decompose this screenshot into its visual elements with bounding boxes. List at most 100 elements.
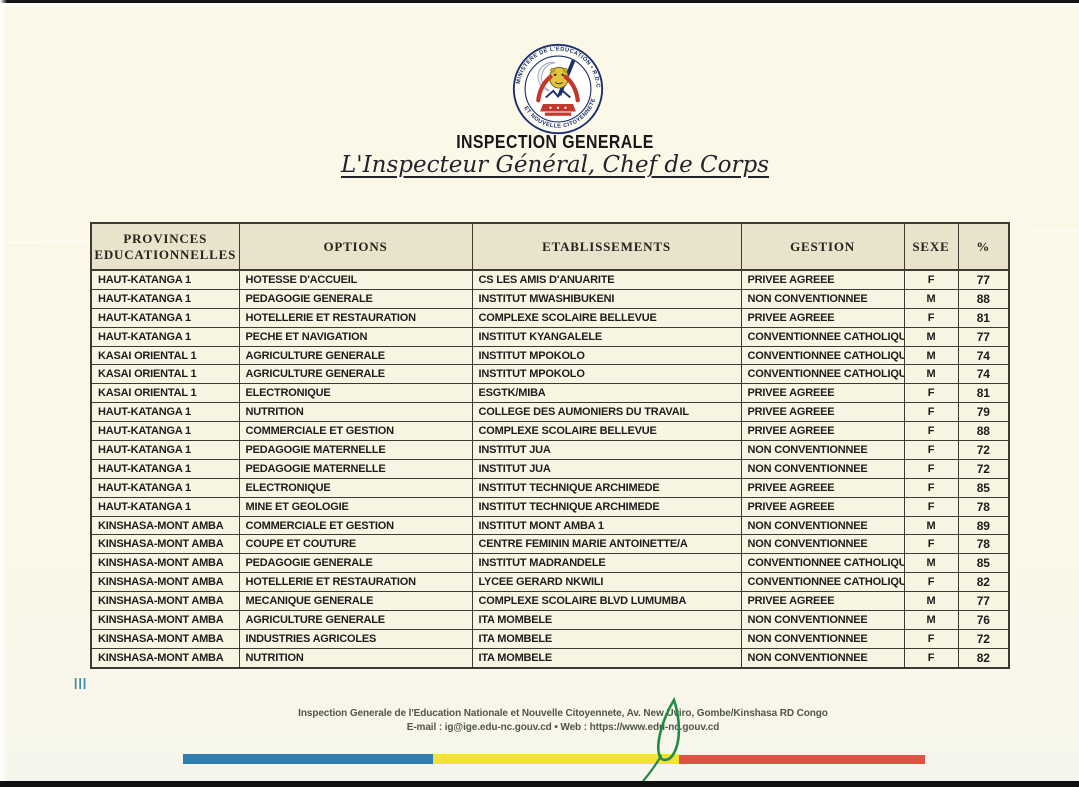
results-table: PROVINCES EDUCATIONNELLES OPTIONS ETABLI… bbox=[90, 222, 1010, 669]
cell-option: HOTELLERIE ET RESTAURATION bbox=[238, 307, 473, 328]
cell-option: PEDAGOGIE MATERNELLE bbox=[238, 440, 473, 460]
cell-gestion: PRIVEE AGREEE bbox=[740, 591, 905, 612]
cell-etablissement: COMPLEXE SCOLAIRE BELLEVUE bbox=[471, 421, 742, 442]
table-row: KINSHASA-MONT AMBA INDUSTRIES AGRICOLES … bbox=[90, 628, 1010, 649]
table-row: KINSHASA-MONT AMBA HOTELLERIE ET RESTAUR… bbox=[90, 572, 1010, 593]
cell-gestion: NON CONVENTIONNEE bbox=[740, 534, 905, 555]
cell-pct: 88 bbox=[957, 421, 1010, 442]
cell-etablissement: COMPLEXE SCOLAIRE BELLEVUE bbox=[471, 307, 742, 328]
cell-etablissement: ITA MOMBELE bbox=[471, 628, 742, 649]
cell-option: PEDAGOGIE MATERNELLE bbox=[238, 458, 473, 479]
cell-pct: 74 bbox=[957, 345, 1010, 366]
signature-icon bbox=[636, 696, 681, 787]
cell-pct: 89 bbox=[957, 515, 1010, 536]
cell-pct: 72 bbox=[957, 628, 1010, 649]
cell-option: NUTRITION bbox=[238, 402, 473, 423]
cell-option: ELECTRONIQUE bbox=[238, 383, 473, 404]
cell-pct: 81 bbox=[957, 383, 1010, 404]
footer-contacts: E-mail : ig@ige.edu-nc.gouv.cd • Web : h… bbox=[406, 722, 720, 733]
document-title: INSPECTION GENERALE bbox=[456, 132, 654, 152]
footer-address: Inspection Generale de l'Education Natio… bbox=[298, 708, 828, 719]
cell-gestion: NON CONVENTIONNEE bbox=[740, 610, 905, 630]
cell-province: KINSHASA-MONT AMBA bbox=[90, 534, 240, 555]
cell-etablissement: ITA MOMBELE bbox=[471, 610, 742, 630]
cell-sexe: M bbox=[903, 591, 959, 612]
table-row: HAUT-KATANGA 1 PEDAGOGIE MATERNELLE INST… bbox=[90, 440, 1010, 460]
table-row: HAUT-KATANGA 1 MINE ET GEOLOGIE INSTITUT… bbox=[90, 496, 1010, 517]
cell-gestion: PRIVEE AGREEE bbox=[740, 307, 905, 328]
table-row: HAUT-KATANGA 1 PEDAGOGIE MATERNELLE INST… bbox=[90, 458, 1010, 479]
table-row: KINSHASA-MONT AMBA PEDAGOGIE GENERALE IN… bbox=[90, 553, 1010, 574]
cell-province: KINSHASA-MONT AMBA bbox=[90, 572, 240, 593]
cell-province: KASAI ORIENTAL 1 bbox=[90, 383, 240, 404]
cell-pct: 79 bbox=[957, 402, 1010, 423]
cell-province: HAUT-KATANGA 1 bbox=[90, 477, 240, 498]
cell-sexe: M bbox=[903, 610, 959, 630]
cell-province: KINSHASA-MONT AMBA bbox=[90, 610, 240, 630]
cell-gestion: PRIVEE AGREEE bbox=[740, 269, 905, 290]
table-row: HAUT-KATANGA 1 COMMERCIALE ET GESTION CO… bbox=[90, 421, 1010, 442]
cell-etablissement: LYCEE GERARD NKWILI bbox=[471, 572, 742, 593]
cell-gestion: CONVENTIONNEE CATHOLIQUE bbox=[740, 345, 905, 366]
cell-province: HAUT-KATANGA 1 bbox=[90, 326, 240, 347]
cell-option: COUPE ET COUTURE bbox=[238, 534, 473, 555]
cell-pct: 81 bbox=[957, 307, 1010, 328]
cell-gestion: CONVENTIONNEE CATHOLIQUE bbox=[740, 364, 905, 385]
photo-edge-top-highlight bbox=[0, 3, 1079, 7]
page-marker: III bbox=[74, 676, 88, 693]
cell-option: AGRICULTURE GENERALE bbox=[238, 345, 473, 366]
cell-option: MINE ET GEOLOGIE bbox=[238, 496, 473, 517]
cell-province: HAUT-KATANGA 1 bbox=[90, 496, 240, 517]
table-row: KASAI ORIENTAL 1 ELECTRONIQUE ESGTK/MIBA… bbox=[90, 383, 1010, 404]
cell-sexe: M bbox=[903, 326, 959, 347]
cell-sexe: F bbox=[903, 572, 959, 593]
cell-sexe: M bbox=[903, 553, 959, 574]
cell-sexe: M bbox=[903, 515, 959, 536]
cell-pct: 88 bbox=[957, 288, 1010, 309]
cell-gestion: NON CONVENTIONNEE bbox=[740, 628, 905, 649]
cell-sexe: F bbox=[903, 647, 959, 669]
cell-pct: 78 bbox=[957, 496, 1010, 517]
table-row: KINSHASA-MONT AMBA NUTRITION ITA MOMBELE… bbox=[90, 647, 1010, 669]
cell-pct: 82 bbox=[957, 647, 1010, 669]
cell-etablissement: INSTITUT TECHNIQUE ARCHIMEDE bbox=[471, 496, 742, 517]
cell-sexe: M bbox=[903, 345, 959, 366]
cell-sexe: F bbox=[903, 307, 959, 328]
col-header-provinces: PROVINCES EDUCATIONNELLES bbox=[90, 222, 240, 271]
cell-etablissement: INSTITUT MPOKOLO bbox=[471, 345, 742, 366]
cell-gestion: PRIVEE AGREEE bbox=[740, 496, 905, 517]
cell-sexe: F bbox=[903, 477, 959, 498]
cell-option: HOTELLERIE ET RESTAURATION bbox=[238, 572, 473, 593]
flag-red-segment bbox=[679, 755, 925, 764]
cell-sexe: F bbox=[903, 440, 959, 460]
cell-option: MECANIQUE GENERALE bbox=[238, 591, 473, 612]
cell-etablissement: COLLEGE DES AUMONIERS DU TRAVAIL bbox=[471, 402, 742, 423]
cell-etablissement: INSTITUT MPOKOLO bbox=[471, 364, 742, 385]
cell-pct: 72 bbox=[957, 440, 1010, 460]
table-row: HAUT-KATANGA 1 ELECTRONIQUE INSTITUT TEC… bbox=[90, 477, 1010, 498]
flag-yellow-segment bbox=[433, 754, 679, 764]
cell-option: NUTRITION bbox=[238, 647, 473, 669]
cell-sexe: F bbox=[903, 496, 959, 517]
cell-gestion: PRIVEE AGREEE bbox=[740, 402, 905, 423]
cell-option: AGRICULTURE GENERALE bbox=[238, 364, 473, 385]
cell-sexe: F bbox=[903, 458, 959, 479]
cell-etablissement: INSTITUT JUA bbox=[471, 440, 742, 460]
cell-etablissement: INSTITUT MWASHIBUKENI bbox=[471, 288, 742, 309]
cell-etablissement: ESGTK/MIBA bbox=[471, 383, 742, 404]
cell-pct: 72 bbox=[957, 458, 1010, 479]
cell-province: HAUT-KATANGA 1 bbox=[90, 402, 240, 423]
document-subtitle: L'Inspecteur Général, Chef de Corps bbox=[340, 152, 770, 178]
footer: Inspection Generale de l'Education Natio… bbox=[83, 707, 1043, 735]
cell-sexe: M bbox=[903, 288, 959, 309]
table-row: KASAI ORIENTAL 1 AGRICULTURE GENERALE IN… bbox=[90, 364, 1010, 385]
cell-pct: 77 bbox=[957, 326, 1010, 347]
cell-province: KINSHASA-MONT AMBA bbox=[90, 647, 240, 669]
cell-gestion: NON CONVENTIONNEE bbox=[740, 647, 905, 669]
table-row: HAUT-KATANGA 1 HOTESSE D'ACCUEIL CS LES … bbox=[90, 269, 1010, 290]
cell-gestion: NON CONVENTIONNEE bbox=[740, 515, 905, 536]
cell-option: INDUSTRIES AGRICOLES bbox=[238, 628, 473, 649]
photo-edge-bottom bbox=[0, 781, 1079, 787]
table-header-row: PROVINCES EDUCATIONNELLES OPTIONS ETABLI… bbox=[90, 222, 1010, 271]
